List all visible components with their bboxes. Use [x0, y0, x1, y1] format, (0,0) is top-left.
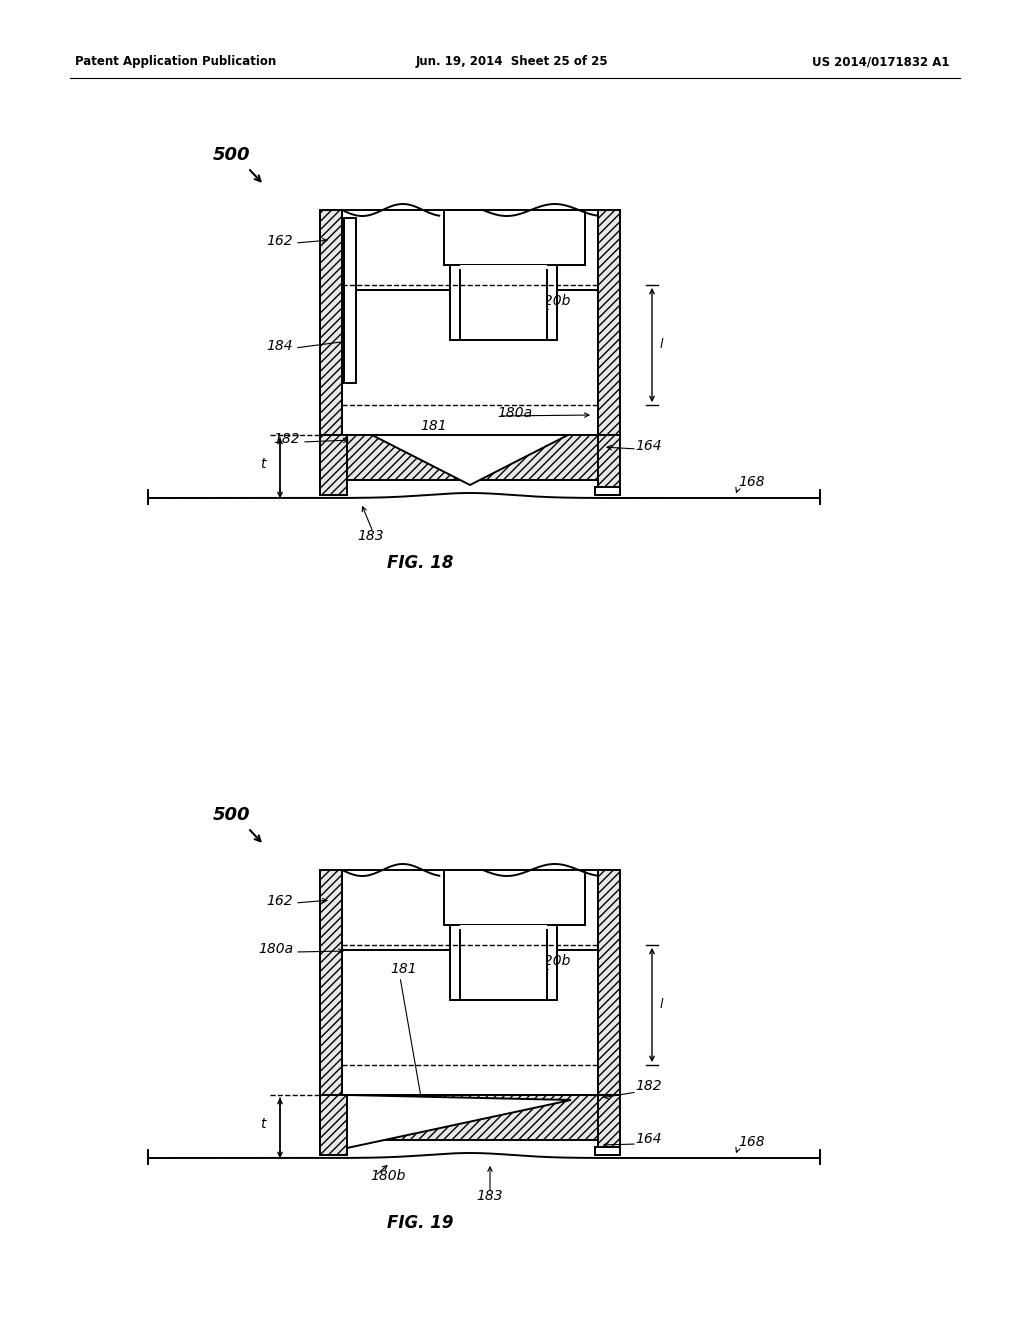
Bar — [319, 436, 347, 495]
Text: Jun. 19, 2014  Sheet 25 of 25: Jun. 19, 2014 Sheet 25 of 25 — [416, 55, 608, 69]
Bar — [319, 210, 342, 484]
Text: 500: 500 — [213, 147, 251, 164]
Bar — [344, 218, 356, 383]
Text: 500: 500 — [213, 807, 251, 824]
Text: 181: 181 — [420, 418, 446, 433]
Bar — [444, 870, 585, 925]
Bar — [460, 925, 547, 995]
Text: 164: 164 — [635, 440, 662, 453]
Bar — [450, 925, 557, 1001]
Text: 180a: 180a — [258, 942, 293, 956]
Text: Patent Application Publication: Patent Application Publication — [75, 55, 276, 69]
Text: 183: 183 — [477, 1189, 504, 1203]
Polygon shape — [347, 1096, 571, 1148]
Text: t: t — [260, 457, 266, 471]
Text: l: l — [660, 998, 664, 1011]
Text: 120b: 120b — [535, 294, 570, 308]
Bar — [598, 1096, 620, 1155]
Bar — [460, 265, 547, 335]
Bar — [598, 210, 620, 436]
Text: FIG. 18: FIG. 18 — [387, 554, 454, 572]
Text: 180a: 180a — [497, 407, 532, 420]
Bar — [342, 210, 598, 290]
Bar — [595, 1147, 620, 1155]
Bar — [342, 1096, 598, 1140]
Polygon shape — [372, 436, 568, 484]
Text: 162: 162 — [266, 234, 293, 248]
Bar — [595, 487, 620, 495]
Text: 182: 182 — [635, 1078, 662, 1093]
Bar — [444, 210, 585, 265]
Text: 183: 183 — [357, 529, 384, 543]
Text: 168: 168 — [738, 1135, 765, 1148]
Bar — [598, 436, 620, 495]
Bar — [319, 1096, 347, 1155]
Bar — [450, 265, 557, 341]
Bar — [342, 870, 598, 950]
Text: 181: 181 — [390, 962, 417, 975]
Text: 164: 164 — [635, 1133, 662, 1146]
Text: 120b: 120b — [535, 954, 570, 968]
Bar — [342, 950, 598, 1096]
Text: 182: 182 — [273, 432, 300, 446]
Bar — [342, 436, 598, 480]
Bar — [342, 290, 598, 436]
Bar — [319, 870, 342, 1144]
Text: 162: 162 — [266, 894, 293, 908]
Text: FIG. 19: FIG. 19 — [387, 1214, 454, 1232]
Text: 184: 184 — [266, 339, 293, 352]
Text: US 2014/0171832 A1: US 2014/0171832 A1 — [812, 55, 950, 69]
Bar — [598, 870, 620, 1096]
Text: 180b: 180b — [370, 1170, 406, 1183]
Text: 168: 168 — [738, 475, 765, 488]
Text: l: l — [660, 338, 664, 351]
Text: t: t — [260, 1117, 266, 1131]
